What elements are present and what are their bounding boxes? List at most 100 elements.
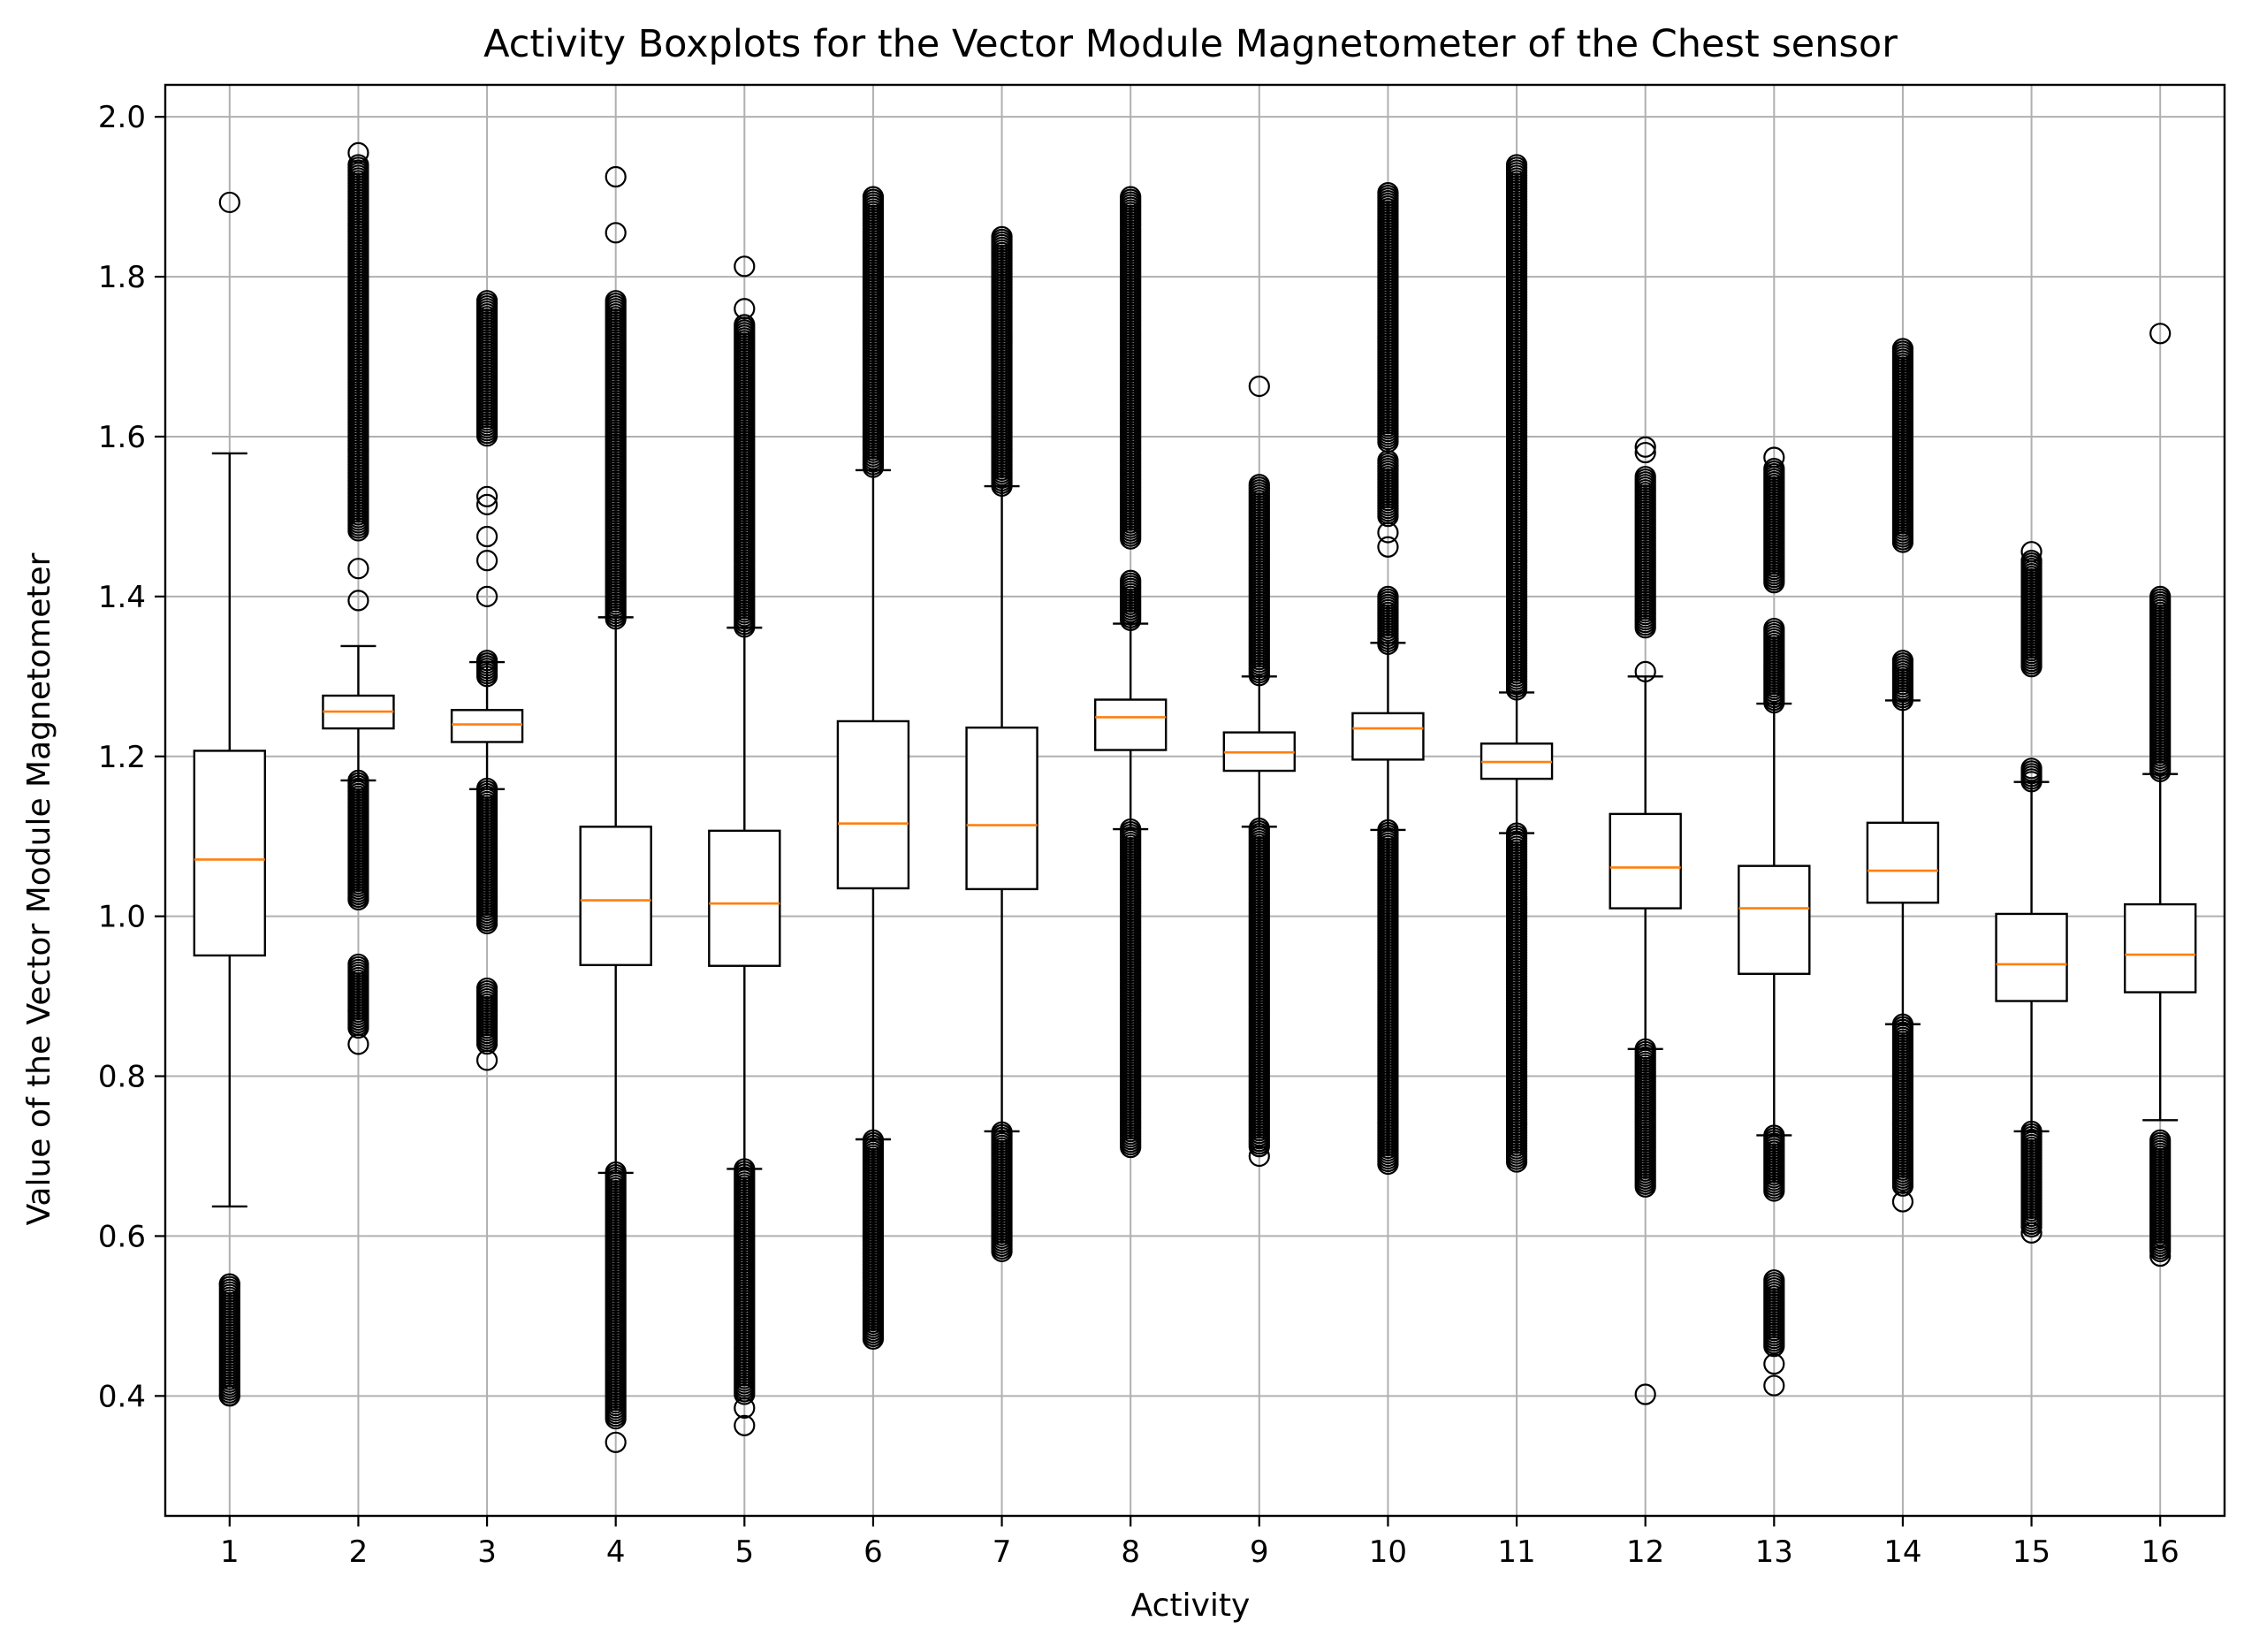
flier-point: [475, 912, 498, 935]
flier-point: [475, 1049, 498, 1071]
flier-point: [1763, 1353, 1785, 1375]
flier-point: [1634, 617, 1656, 639]
x-tick-label: 13: [1755, 1534, 1793, 1570]
box-group-3: [450, 660, 524, 791]
x-axis-title: Activity: [1131, 1587, 1251, 1624]
flier-point: [1891, 1175, 1914, 1197]
flier-point: [1763, 1180, 1785, 1202]
box-iqr: [965, 726, 1038, 891]
flier-point: [605, 165, 627, 188]
flier-point: [218, 191, 240, 214]
flier-point: [1634, 441, 1656, 464]
flier-point: [605, 1431, 627, 1453]
box-iqr: [708, 829, 781, 967]
flier-point: [475, 425, 498, 447]
flier-point: [1377, 431, 1399, 453]
flier-point: [347, 558, 369, 580]
flier-point: [218, 1273, 240, 1295]
x-tick-label: 15: [2012, 1534, 2050, 1570]
box-group-14: [1866, 699, 1940, 1025]
flier-point: [475, 1032, 498, 1055]
box-group-12: [1609, 675, 1682, 1050]
box-group-6: [836, 468, 910, 1141]
y-tick-label: 1.2: [98, 740, 146, 775]
flier-point: [475, 525, 498, 548]
flier-point: [347, 141, 369, 164]
flier-point: [605, 1407, 627, 1430]
y-tick-label: 0.4: [98, 1379, 146, 1414]
flier-point: [605, 222, 627, 244]
flier-point: [347, 1016, 369, 1039]
flier-point: [1763, 1336, 1785, 1358]
box-group-13: [1738, 702, 1811, 1137]
flier-point: [475, 550, 498, 572]
boxes-layer: [193, 452, 2197, 1208]
box-group-8: [1093, 622, 1168, 831]
flier-point: [2149, 1245, 2172, 1268]
flier-point: [1763, 446, 1785, 468]
box-group-16: [2123, 773, 2197, 1122]
box-group-5: [708, 626, 781, 1170]
x-tick-label: 16: [2141, 1534, 2179, 1570]
box-iqr: [1995, 912, 2068, 1002]
x-tick-label: 10: [1369, 1534, 1407, 1570]
x-tick-label: 3: [477, 1534, 497, 1570]
flier-point: [2020, 1215, 2042, 1238]
fliers-layer: [218, 141, 2172, 1453]
box-group-1: [193, 452, 267, 1208]
chart-title: Activity Boxplots for the Vector Module …: [483, 22, 1898, 66]
flier-point: [1891, 531, 1914, 553]
flier-point: [218, 1385, 240, 1407]
y-axis-title: Value of the Vector Module Magnetometer: [21, 552, 57, 1225]
flier-point: [1891, 1191, 1914, 1213]
y-tick-label: 2.0: [98, 100, 146, 135]
y-tick-label: 1.4: [98, 580, 146, 615]
box-iqr: [1738, 864, 1811, 975]
box-iqr: [579, 826, 652, 967]
y-tick-label: 1.6: [98, 420, 146, 455]
x-tick-label: 14: [1883, 1534, 1921, 1570]
flier-point: [1634, 436, 1656, 458]
flier-point: [2020, 656, 2042, 678]
x-tick-label: 1: [220, 1534, 240, 1570]
flier-point: [347, 1033, 369, 1055]
x-tick-label: 12: [1626, 1534, 1664, 1570]
flier-point: [1377, 1153, 1399, 1176]
flier-point: [475, 485, 498, 507]
flier-point: [1120, 1136, 1142, 1159]
box-iqr: [836, 719, 910, 890]
box-iqr: [2123, 902, 2197, 993]
plot-frame: [164, 83, 2226, 1518]
y-tick-label: 0.6: [98, 1219, 146, 1254]
box-iqr: [450, 709, 524, 743]
flier-point: [734, 1414, 756, 1436]
flier-point: [475, 493, 498, 515]
flier-point: [1248, 1145, 1270, 1168]
flier-point: [1634, 1383, 1656, 1405]
flier-point: [734, 255, 756, 278]
box-iqr: [1866, 821, 1940, 904]
flier-point: [1248, 1136, 1270, 1158]
box-group-2: [322, 644, 395, 782]
y-tick-label: 0.8: [98, 1060, 146, 1095]
flier-point: [862, 1328, 885, 1350]
flier-point: [1248, 375, 1270, 398]
flier-point: [347, 520, 369, 542]
x-tick-label: 7: [993, 1534, 1012, 1570]
flier-point: [475, 585, 498, 607]
flier-point: [2020, 1222, 2042, 1244]
y-tick-label: 1.0: [98, 900, 146, 935]
flier-point: [991, 1240, 1013, 1262]
x-tick-label: 2: [349, 1534, 369, 1570]
flier-point: [1634, 1176, 1656, 1198]
x-tick-label: 5: [734, 1534, 754, 1570]
flier-point: [734, 298, 756, 320]
flier-point: [347, 590, 369, 612]
box-group-9: [1222, 675, 1297, 828]
box-iqr: [1351, 712, 1425, 761]
flier-point: [734, 1383, 756, 1405]
flier-point: [1377, 536, 1399, 558]
x-tick-label: 11: [1497, 1534, 1535, 1570]
flier-point: [1505, 1151, 1528, 1173]
